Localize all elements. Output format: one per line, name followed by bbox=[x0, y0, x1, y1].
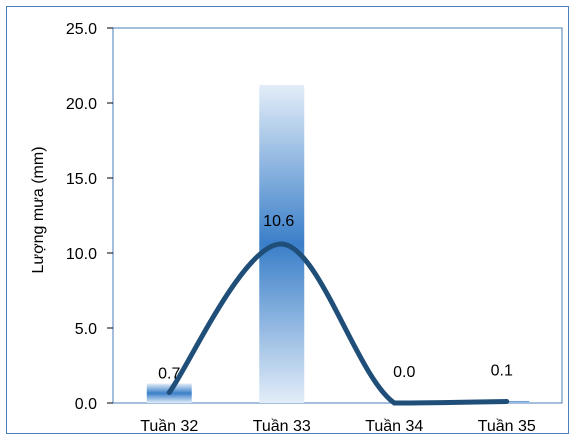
x-tick-label: Tuần 35 bbox=[478, 418, 536, 435]
data-label-2: 10.6 bbox=[263, 213, 294, 230]
y-tick-label: 20.0 bbox=[66, 96, 97, 113]
data-label-1: 0.7 bbox=[158, 366, 180, 383]
trend-line bbox=[166, 241, 510, 406]
y-axis-title: Lượng mưa (mm) bbox=[30, 146, 47, 273]
y-tick-label: 15.0 bbox=[66, 171, 97, 188]
data-label-4: 0.1 bbox=[491, 363, 513, 380]
plot-area bbox=[112, 27, 563, 404]
y-tick-label: 5.0 bbox=[75, 321, 97, 338]
x-tick-label: Tuần 33 bbox=[253, 418, 311, 435]
x-tick-label: Tuần 32 bbox=[140, 418, 198, 435]
data-label-3: 0.0 bbox=[393, 364, 415, 381]
y-tick-label: 10.0 bbox=[66, 246, 97, 263]
y-tick-label: 25.0 bbox=[66, 21, 97, 38]
y-tick-label: 0.0 bbox=[75, 396, 97, 413]
x-tick-label: Tuần 34 bbox=[365, 418, 423, 435]
